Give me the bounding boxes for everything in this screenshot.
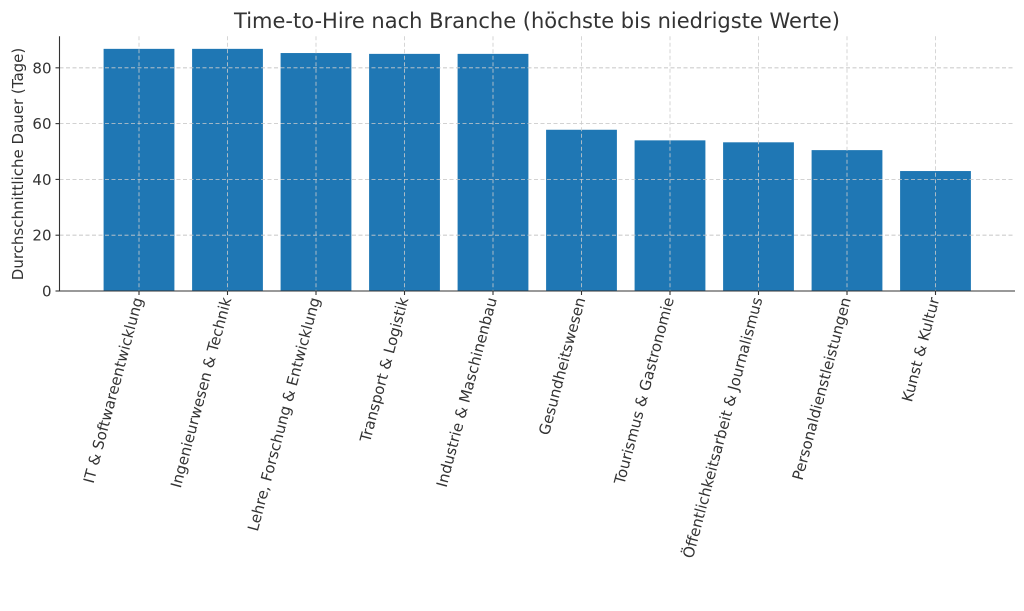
x-tick-label: Transport & Logistik bbox=[356, 295, 412, 445]
y-axis-ticks: 0 20 40 60 80 bbox=[32, 59, 60, 301]
bars bbox=[59, 36, 1015, 292]
x-tick-label: Öffentlichkeitsarbeit & Journalismus bbox=[678, 295, 766, 560]
x-tick-label: Personaldienstleistungen bbox=[789, 295, 855, 482]
x-tick-label: Lehre, Forschung & Entwicklung bbox=[244, 295, 324, 533]
x-tick-label: Ingenieurwesen & Technik bbox=[167, 295, 235, 490]
x-tick-label: Kunst & Kultur bbox=[898, 295, 943, 404]
axes bbox=[58, 36, 1015, 292]
x-tick-label: Tourismus & Gastronomie bbox=[610, 295, 678, 487]
y-tick-label: 80 bbox=[32, 59, 51, 77]
y-tick-label: 40 bbox=[32, 171, 51, 189]
x-tick-label: Gesundheitswesen bbox=[535, 295, 589, 437]
x-tick-label: IT & Softwareentwicklung bbox=[80, 295, 147, 485]
x-tick-label: Industrie & Maschinenbau bbox=[433, 295, 501, 489]
x-axis-ticks: IT & Softwareentwicklung Ingenieurwesen &… bbox=[80, 291, 944, 560]
y-axis-label: Durchschnittliche Dauer (Tage) bbox=[9, 48, 27, 280]
bar bbox=[723, 142, 794, 291]
chart-title: Time-to-Hire nach Branche (höchste bis n… bbox=[233, 9, 840, 33]
y-tick-label: 60 bbox=[32, 115, 51, 133]
y-tick-label: 0 bbox=[42, 283, 52, 301]
y-tick-label: 20 bbox=[32, 227, 51, 245]
